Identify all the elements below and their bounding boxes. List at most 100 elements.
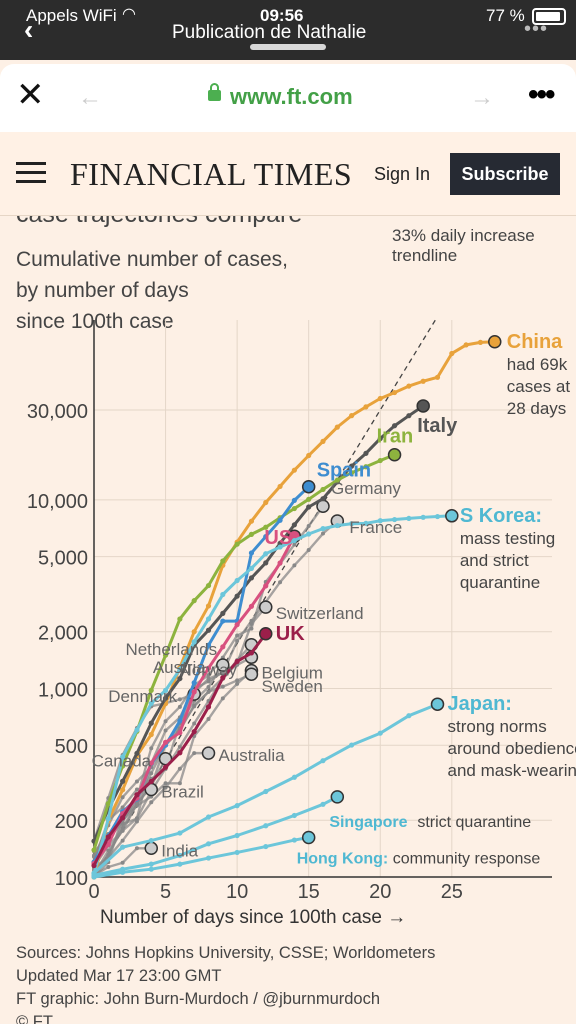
series-point — [191, 680, 197, 686]
close-icon[interactable]: ✕ — [16, 76, 45, 114]
more-dots-icon[interactable]: ••• — [524, 18, 549, 40]
series-point — [192, 703, 197, 708]
series-point — [163, 719, 168, 724]
series-point — [306, 531, 312, 537]
ft-header: FINANCIAL TIMES Sign In Subscribe — [0, 132, 576, 216]
series-point — [205, 642, 212, 648]
series-point — [349, 470, 355, 476]
series-point — [377, 457, 383, 464]
series-point — [363, 450, 369, 456]
more-menu-icon[interactable]: ••• — [528, 78, 555, 111]
series-note: mass testing — [460, 529, 555, 548]
series-point — [449, 350, 455, 357]
series-point — [263, 788, 269, 795]
series-end-marker — [445, 509, 459, 523]
series-point — [106, 848, 111, 853]
series-label-iran: Iran — [377, 426, 414, 448]
back-chevron-icon[interactable]: ‹ — [24, 14, 34, 45]
sign-in-link[interactable]: Sign In — [374, 164, 431, 184]
back-arrow-icon[interactable]: ← — [78, 84, 102, 111]
series-point — [306, 496, 312, 502]
forward-arrow-icon[interactable]: → — [470, 84, 494, 111]
series-end-marker — [259, 627, 273, 641]
series-point — [263, 533, 269, 540]
series-point — [377, 395, 383, 402]
series-point — [248, 565, 255, 571]
series-point — [134, 819, 139, 824]
series-point — [220, 675, 226, 681]
series-point — [105, 841, 111, 847]
series-point — [234, 658, 240, 665]
series-point — [177, 616, 183, 622]
series-point — [292, 542, 297, 547]
series-point — [434, 513, 441, 520]
series-point — [277, 483, 283, 490]
chart-area: case trajectories compare Cumulative num… — [0, 216, 576, 1024]
series-point — [320, 496, 326, 502]
url-text[interactable]: www.ft.com — [230, 84, 353, 109]
series-point — [234, 541, 240, 547]
series-point — [120, 805, 125, 810]
trendline-note-line: 33% daily increase — [392, 226, 535, 245]
series-label-australia: Australia — [219, 746, 286, 765]
series-label-sweden: Sweden — [261, 677, 322, 696]
series-point — [291, 505, 297, 512]
series-label-spain: Spain — [317, 460, 371, 482]
series-point — [205, 704, 212, 710]
series-point — [263, 524, 269, 530]
series-point — [320, 758, 326, 764]
series-point — [263, 823, 269, 829]
series-point — [163, 728, 168, 733]
series-label-brazil: Brazil — [161, 783, 204, 802]
series-end-marker — [301, 830, 316, 845]
series-point — [206, 679, 211, 684]
series-point — [220, 696, 225, 701]
series-line-iran — [92, 453, 396, 851]
series-point — [291, 522, 297, 528]
chart-sources: Sources: Johns Hopkins University, CSSE;… — [16, 942, 435, 1024]
series-point — [205, 841, 212, 847]
series-point — [177, 704, 182, 709]
series-end-marker — [387, 447, 402, 462]
subscribe-button[interactable]: Subscribe — [450, 153, 560, 195]
series-point — [406, 383, 412, 389]
series-point — [349, 463, 355, 469]
series-point — [234, 803, 240, 809]
series-point — [349, 742, 355, 748]
ft-logo[interactable]: FINANCIAL TIMES — [70, 156, 353, 192]
chart-title-partial: case trajectories compare — [16, 216, 302, 229]
series-point — [192, 721, 197, 726]
series-point — [162, 764, 169, 770]
y-tick-label: 10,000 — [27, 491, 88, 513]
series-point — [177, 750, 183, 756]
series-point — [120, 815, 126, 821]
sheet-handle[interactable] — [250, 44, 326, 50]
series-end-marker — [330, 790, 345, 804]
series-label-singapore: Singapore — [329, 814, 407, 831]
series-point — [235, 633, 240, 638]
series-point — [149, 771, 154, 776]
series-point — [206, 684, 211, 689]
series-point — [349, 521, 355, 527]
series-point — [234, 593, 240, 599]
series-note: strong norms — [448, 717, 547, 736]
trendline-note-line: trendline — [392, 246, 458, 265]
wifi-icon: ◠ — [122, 6, 136, 23]
series-point — [220, 644, 226, 650]
series-point — [206, 689, 211, 694]
series-point — [220, 684, 225, 689]
x-tick-label: 15 — [298, 881, 320, 903]
y-tick-label: 5,000 — [38, 548, 88, 570]
series-point — [220, 618, 226, 624]
series-label-s-korea: S Korea: — [460, 505, 542, 527]
series-point — [248, 531, 255, 537]
series-end-marker — [301, 479, 316, 494]
series-point — [105, 834, 111, 840]
hamburger-menu-icon[interactable] — [16, 162, 46, 184]
series-point — [148, 861, 154, 867]
series-label-france: France — [349, 518, 402, 537]
series-point — [91, 847, 97, 853]
series-point — [291, 774, 297, 780]
series-label-hong-kong: Hong Kong: — [297, 850, 389, 867]
series-point — [120, 838, 125, 843]
